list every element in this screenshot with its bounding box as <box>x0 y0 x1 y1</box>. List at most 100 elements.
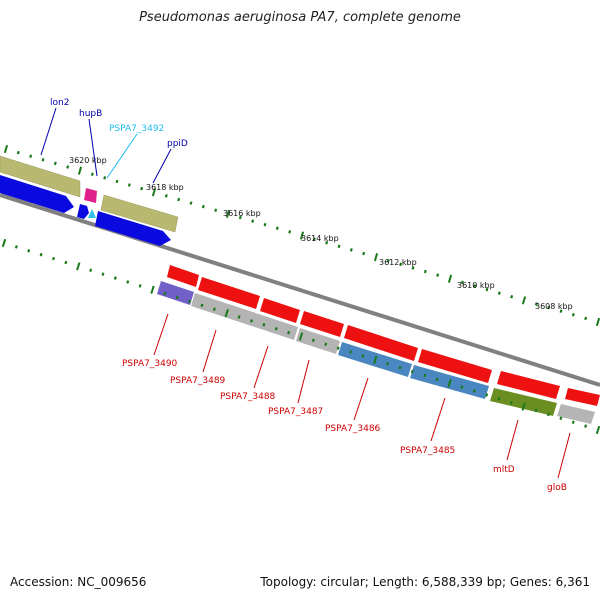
ppiD-leader <box>152 148 172 184</box>
pspa7-3487-red-feature[interactable] <box>300 311 344 337</box>
gene-label-pspa7-3487[interactable]: PSPA7_3487 <box>268 407 323 417</box>
scale-tick <box>337 244 341 249</box>
scale-tick <box>163 291 167 296</box>
scale-tick <box>237 315 241 319</box>
scale-tick <box>52 256 55 261</box>
scale-tick <box>485 287 489 292</box>
pspa7-3487-leader <box>297 359 310 404</box>
kbp-label: 3614 kbp <box>301 234 339 243</box>
scale-tick <box>101 272 105 276</box>
hupB-blue-feature[interactable] <box>77 204 89 219</box>
scale-tick <box>325 240 329 245</box>
scale-tick <box>27 249 31 253</box>
pspa7-3489-leader <box>202 329 217 373</box>
pspa7-3492-feature[interactable] <box>88 209 96 218</box>
gene-label-pspa7-3488[interactable]: PSPA7_3488 <box>220 392 276 402</box>
topology-text: Topology: circular <box>260 575 365 589</box>
pspa7-3488-leader <box>253 345 269 389</box>
scale-tick <box>435 377 439 382</box>
scale-tick <box>436 273 440 277</box>
scale-tick <box>349 350 352 354</box>
scale-tick <box>262 323 266 327</box>
lon2-blue-feature[interactable] <box>0 175 74 213</box>
scale-tick <box>373 253 379 262</box>
gene-label-hupB[interactable]: hupB <box>79 109 102 119</box>
scale-tick <box>77 166 83 175</box>
pspa7-3489-red-feature[interactable] <box>198 277 260 309</box>
scale-tick <box>212 307 216 311</box>
scale-tick <box>214 208 218 213</box>
gene-label-pspa7-3489[interactable]: PSPA7_3489 <box>170 376 226 386</box>
scale-tick <box>336 346 340 350</box>
scale-tick <box>225 209 231 218</box>
gene-label-pspa7-3485[interactable]: PSPA7_3485 <box>400 446 455 456</box>
pspa7-3488-red-feature[interactable] <box>260 298 300 323</box>
pspa7-3492-leader <box>106 133 138 179</box>
ppiD-olive-feature[interactable] <box>100 194 179 233</box>
scale-tick <box>473 284 477 288</box>
pspa7-3489-feature[interactable] <box>191 293 298 340</box>
pspa7-3490-leader <box>153 313 169 356</box>
kbp-label: 3620 kbp <box>69 156 107 165</box>
gene-label-pspa7-3490[interactable]: PSPA7_3490 <box>122 359 178 369</box>
scale-tick <box>298 332 304 341</box>
pspa7-3488-feature[interactable] <box>296 328 340 354</box>
hupB-feature[interactable] <box>84 188 97 203</box>
gene-label-mltD[interactable]: mltD <box>493 465 515 475</box>
scale-tick <box>1 238 7 248</box>
scale-tick <box>299 231 305 240</box>
pspa7-3486-red-feature[interactable] <box>344 325 418 361</box>
scale-tick <box>14 245 18 249</box>
scale-tick <box>472 389 476 393</box>
scale-tick <box>386 362 390 366</box>
scale-tick <box>175 295 179 300</box>
gene-label-ppiD[interactable]: ppiD <box>167 139 188 149</box>
scale-tick <box>177 197 181 202</box>
scale-tick <box>423 373 427 378</box>
scale-tick <box>584 316 588 321</box>
gloB-red-feature[interactable] <box>565 388 600 406</box>
ppiD-feature[interactable] <box>95 211 171 246</box>
scale-tick <box>311 338 315 343</box>
gene-label-pspa7-3486[interactable]: PSPA7_3486 <box>325 424 381 434</box>
gloB-feature[interactable] <box>557 404 595 424</box>
scale-tick <box>312 237 316 241</box>
kbp-label: 3610 kbp <box>457 281 495 290</box>
accession-text: Accession: NC_009656 <box>10 575 147 589</box>
kbp-label: 3618 kbp <box>146 183 184 192</box>
scale-tick <box>595 425 600 435</box>
scale-tick <box>460 385 464 389</box>
length-text: Length: 6,588,339 bp <box>372 575 502 589</box>
scale-tick <box>151 188 157 197</box>
scale-tick <box>571 313 575 317</box>
scale-tick <box>534 302 538 306</box>
scale-tick <box>324 342 328 347</box>
genome-summary: Topology: circular; Length: 6,588,339 bp… <box>260 575 590 589</box>
mltD-leader <box>506 419 519 461</box>
gene-label-lon2[interactable]: lon2 <box>50 98 69 108</box>
scale-tick <box>127 183 131 187</box>
pspa7-3490-red-feature[interactable] <box>167 265 199 287</box>
scale-tick <box>423 269 427 274</box>
scale-tick <box>64 260 68 265</box>
scale-tick <box>200 303 204 308</box>
mltD-feature[interactable] <box>490 388 557 416</box>
pspa7-3490-feature[interactable] <box>157 281 194 305</box>
gene-label-gloB[interactable]: gloB <box>547 483 567 493</box>
gene-label-pspa7-3492[interactable]: PSPA7_3492 <box>109 124 164 134</box>
scale-tick <box>410 369 414 374</box>
scale-tick <box>571 420 575 424</box>
scale-tick <box>287 330 291 335</box>
scale-tick <box>595 317 600 327</box>
pspa7-3485-red-feature[interactable] <box>418 349 492 383</box>
scale-tick <box>361 354 365 358</box>
map-title: Pseudomonas aeruginosa PA7, complete gen… <box>139 10 461 25</box>
scale-tick <box>16 150 20 155</box>
gloB-leader <box>557 432 571 479</box>
scale-tick <box>411 266 415 270</box>
lon2-feature[interactable] <box>0 155 81 198</box>
scale-tick <box>497 291 501 295</box>
scale-tick <box>89 268 93 273</box>
hupB-leader <box>88 118 98 177</box>
mltD-red-feature[interactable] <box>497 371 560 399</box>
